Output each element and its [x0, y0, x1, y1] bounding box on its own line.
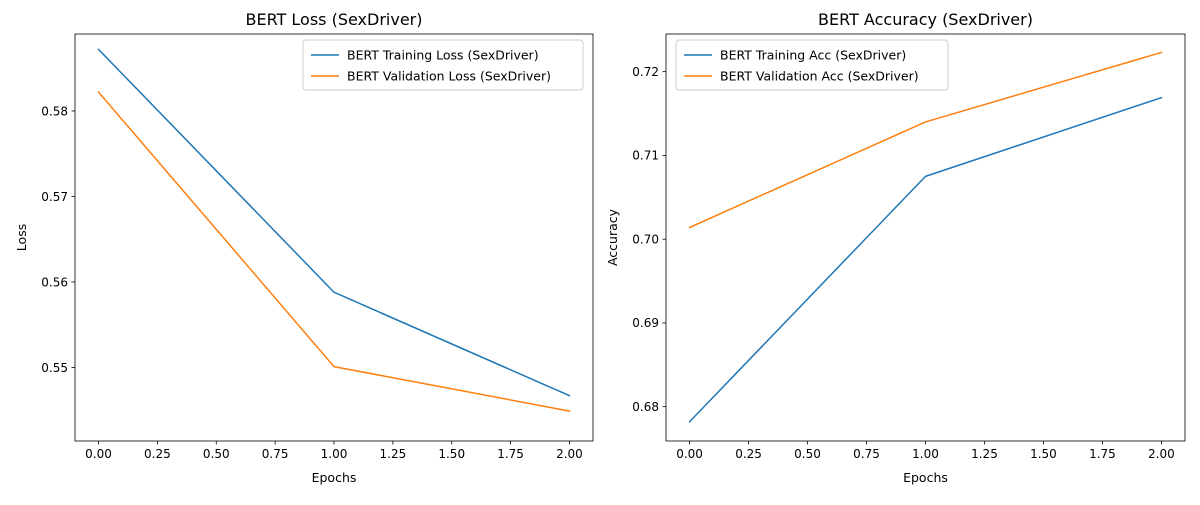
chart-panel-0: BERT Loss (SexDriver) 0.00 0.25 0.50 0.75 1.0…	[14, 10, 594, 485]
legend-box	[302, 39, 584, 91]
y-tick-label: 0.58	[41, 104, 68, 118]
axes-frame	[74, 33, 594, 442]
chart-title: BERT Accuracy (SexDriver)	[818, 10, 1033, 29]
x-tick-label: 0.00	[676, 447, 703, 461]
x-tick-label: 2.00	[556, 447, 583, 461]
x-tick-label: 1.00	[912, 447, 939, 461]
x-tick-label: 1.00	[321, 447, 348, 461]
x-tick-label: 0.50	[203, 447, 230, 461]
x-tick-label: 1.50	[438, 447, 465, 461]
y-tick-label: 0.69	[632, 316, 659, 330]
y-tick-label: 0.70	[632, 232, 659, 246]
x-tick-label: 0.25	[144, 447, 171, 461]
y-tick-label: 0.72	[632, 65, 659, 79]
legend-box	[675, 39, 949, 91]
x-tick-label: 0.00	[85, 447, 112, 461]
legend: BERT Training Loss (SexDriver) BERT Valid…	[302, 39, 584, 91]
chart-title: BERT Loss (SexDriver)	[246, 10, 423, 29]
y-axis-label: Accuracy	[605, 208, 620, 266]
series-line-1	[688, 51, 1163, 229]
axes-frame	[665, 33, 1186, 442]
y-tick-label: 0.56	[41, 275, 68, 289]
x-tick-label: 1.75	[497, 447, 524, 461]
series-line-0	[97, 48, 571, 397]
x-tick-label: 0.75	[853, 447, 880, 461]
y-tick-label: 0.55	[41, 361, 68, 375]
x-tick-label: 1.25	[380, 447, 407, 461]
x-axis-label: Epochs	[312, 470, 357, 485]
legend-label: BERT Validation Acc (SexDriver)	[720, 69, 919, 84]
x-tick-label: 0.50	[794, 447, 821, 461]
x-axis-label: Epochs	[903, 470, 948, 485]
x-tick-label: 0.75	[262, 447, 289, 461]
x-tick-label: 1.75	[1089, 447, 1116, 461]
y-tick-label: 0.68	[632, 400, 659, 414]
chart-panel-1: BERT Accuracy (SexDriver) 0.00 0.25 0.50 0.7…	[605, 10, 1186, 485]
legend-label: BERT Training Loss (SexDriver)	[347, 48, 539, 63]
series-line-1	[97, 91, 571, 412]
legend-label: BERT Validation Loss (SexDriver)	[347, 69, 551, 84]
x-tick-label: 2.00	[1148, 447, 1175, 461]
x-tick-label: 1.25	[971, 447, 998, 461]
y-tick-label: 0.71	[632, 149, 659, 163]
x-tick-label: 0.25	[735, 447, 762, 461]
x-tick-label: 1.50	[1030, 447, 1057, 461]
y-tick-label: 0.57	[41, 190, 68, 204]
legend: BERT Training Acc (SexDriver) BERT Valida…	[675, 39, 949, 91]
y-axis-label: Loss	[14, 224, 29, 251]
legend-label: BERT Training Acc (SexDriver)	[720, 48, 906, 63]
series-line-0	[688, 96, 1163, 423]
